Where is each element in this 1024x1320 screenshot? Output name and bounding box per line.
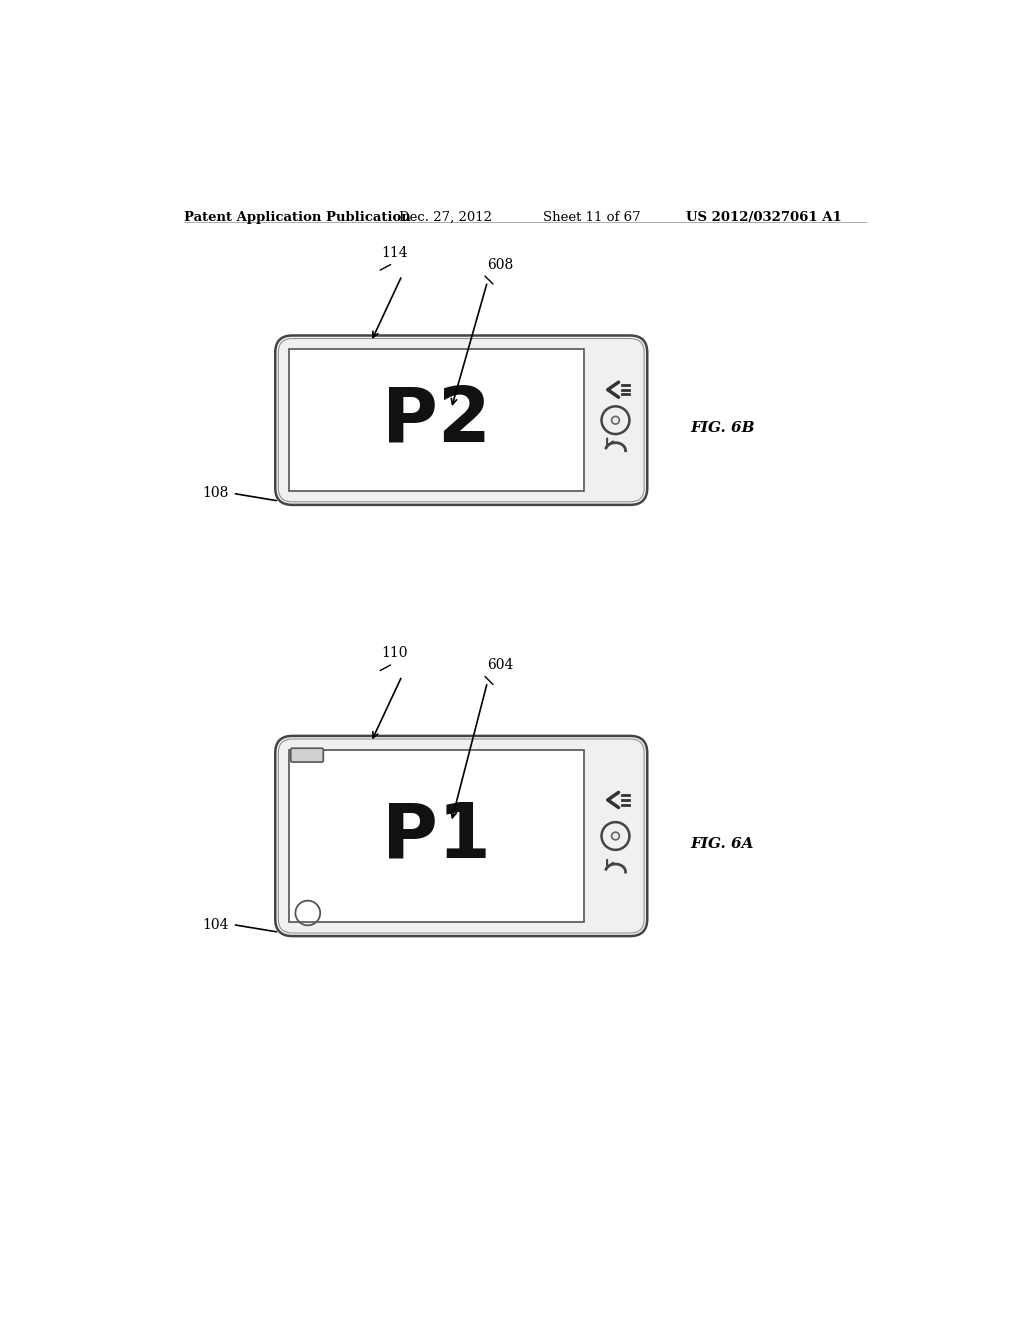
- Text: 114: 114: [381, 246, 408, 260]
- Text: P2: P2: [382, 383, 490, 457]
- Text: Dec. 27, 2012: Dec. 27, 2012: [399, 211, 493, 224]
- FancyBboxPatch shape: [275, 335, 647, 506]
- Text: 110: 110: [381, 647, 408, 660]
- Bar: [289, 750, 584, 923]
- Bar: [289, 350, 584, 491]
- Text: Sheet 11 of 67: Sheet 11 of 67: [543, 211, 640, 224]
- FancyBboxPatch shape: [291, 748, 324, 762]
- Text: US 2012/0327061 A1: US 2012/0327061 A1: [686, 211, 842, 224]
- Text: 104: 104: [203, 917, 228, 932]
- Text: FIG. 6B: FIG. 6B: [690, 421, 755, 434]
- FancyBboxPatch shape: [275, 737, 647, 936]
- Text: Patent Application Publication: Patent Application Publication: [183, 211, 411, 224]
- Text: FIG. 6A: FIG. 6A: [690, 837, 754, 850]
- Text: P1: P1: [382, 799, 490, 873]
- Text: 608: 608: [487, 257, 514, 272]
- Text: 604: 604: [487, 657, 514, 672]
- Text: 108: 108: [203, 486, 228, 500]
